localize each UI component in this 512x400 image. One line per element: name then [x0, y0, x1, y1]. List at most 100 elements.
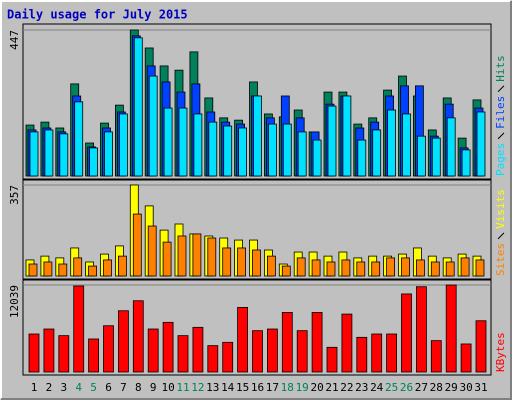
bar — [147, 328, 159, 373]
bar — [297, 131, 307, 177]
bar — [430, 261, 440, 277]
y-tick-label: 447 — [8, 30, 21, 50]
bar — [327, 105, 337, 177]
bar — [132, 213, 142, 277]
x-tick-label: 13 — [206, 381, 219, 394]
x-tick-label: 14 — [221, 381, 235, 394]
bar — [296, 257, 306, 277]
bar — [88, 265, 97, 277]
x-tick-label: 3 — [60, 381, 67, 394]
x-tick-label: 18 — [281, 381, 294, 394]
bar — [118, 255, 127, 277]
bar — [460, 343, 472, 373]
bar — [475, 259, 485, 277]
bar — [282, 123, 292, 177]
bar — [252, 330, 263, 373]
legend-separator — [497, 132, 505, 140]
legend-entry: Visits — [494, 189, 507, 229]
bar — [475, 320, 487, 373]
bar — [193, 113, 203, 177]
bar — [118, 310, 129, 373]
x-tick-label: 10 — [161, 381, 174, 394]
bar — [192, 326, 204, 373]
bar — [267, 123, 277, 177]
bar — [207, 237, 217, 277]
x-tick-label: 9 — [150, 381, 157, 394]
bar — [147, 225, 157, 277]
x-tick-label: 15 — [236, 381, 249, 394]
x-tick-label: 22 — [340, 381, 353, 394]
bar — [326, 346, 338, 373]
x-tick-label: 29 — [445, 381, 458, 394]
bar — [357, 139, 367, 177]
bar — [223, 125, 233, 177]
x-tick-label: 28 — [430, 381, 443, 394]
bar — [401, 257, 410, 277]
bar — [148, 75, 158, 177]
bar — [103, 259, 112, 277]
x-tick-label: 26 — [400, 381, 413, 394]
bar — [44, 129, 54, 177]
bar — [266, 255, 276, 277]
bar — [266, 328, 278, 373]
bar — [208, 121, 218, 177]
x-tick-label: 31 — [474, 381, 487, 394]
x-tick-label: 5 — [90, 381, 97, 394]
legend-entry: Sites — [494, 243, 507, 276]
bar — [237, 247, 247, 277]
bar — [341, 259, 351, 277]
bar — [401, 293, 412, 373]
chart-title: Daily usage for July 2015 — [7, 8, 188, 22]
bar — [238, 127, 248, 177]
x-tick-label: 21 — [325, 381, 338, 394]
bar — [162, 241, 172, 277]
y-tick-label: 357 — [8, 185, 21, 205]
x-tick-label: 30 — [459, 381, 472, 394]
bar — [43, 261, 53, 277]
bar — [59, 133, 69, 177]
x-tick-label: 19 — [296, 381, 309, 394]
bar — [222, 341, 234, 373]
bar — [402, 113, 411, 177]
bar — [43, 328, 55, 373]
bar — [58, 335, 70, 373]
bar — [356, 261, 366, 277]
x-tick-label: 20 — [310, 381, 323, 394]
bar — [386, 333, 398, 373]
bar — [237, 306, 249, 373]
x-tick-label: 25 — [385, 381, 398, 394]
bar — [29, 131, 39, 177]
bar — [415, 286, 427, 373]
x-tick-label: 7 — [120, 381, 127, 394]
legend-entry: Files — [494, 96, 507, 129]
bar — [253, 95, 262, 177]
bar — [311, 259, 321, 277]
bar — [89, 147, 98, 177]
x-tick-label: 11 — [176, 381, 189, 394]
bar — [73, 257, 83, 277]
bar — [356, 336, 368, 373]
bar — [252, 249, 261, 277]
bar — [431, 137, 441, 177]
bar — [103, 325, 114, 373]
bar — [163, 107, 173, 177]
bar — [192, 233, 202, 277]
bar — [445, 261, 455, 277]
bar — [177, 335, 189, 373]
legend-separator — [497, 232, 505, 240]
bar — [177, 235, 187, 277]
bar — [371, 261, 381, 277]
bar — [133, 37, 143, 177]
legend-entry: Pages — [494, 143, 507, 176]
bar — [460, 257, 470, 277]
bar — [74, 101, 84, 177]
bar — [281, 265, 291, 277]
legend-entry: KBytes — [494, 332, 507, 372]
x-tick-label: 2 — [46, 381, 53, 394]
bar — [104, 131, 113, 177]
bar — [341, 313, 353, 373]
bar — [311, 312, 323, 373]
x-tick-label: 6 — [105, 381, 112, 394]
